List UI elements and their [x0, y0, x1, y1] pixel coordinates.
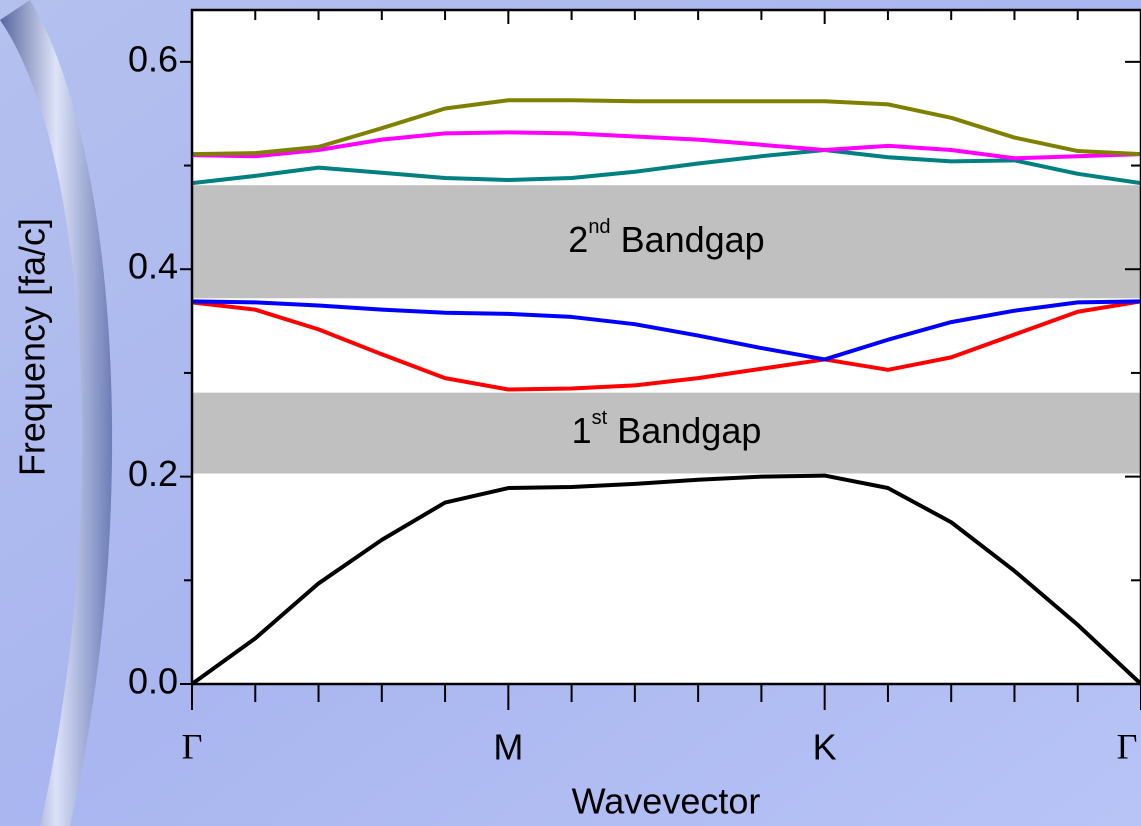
plot-frame — [190, 8, 1141, 686]
bandgap-number: 1 — [572, 410, 592, 451]
band-line — [191, 299, 1141, 362]
bandgap-text: Bandgap — [617, 410, 761, 451]
band-line — [191, 98, 1141, 157]
y-tick-label: 0.6 — [128, 38, 178, 79]
x-tick-label: Γ — [182, 726, 203, 766]
x-tick-label: M — [493, 727, 523, 768]
band-line — [191, 299, 1141, 392]
y-tick-label: 0.2 — [128, 453, 178, 494]
y-axis-title: Frequency [fa/c] — [12, 218, 53, 476]
x-tick-label: K — [813, 727, 837, 768]
band-line — [191, 147, 1141, 186]
y-tick-label: 0.0 — [128, 661, 178, 702]
band-line — [190, 473, 1141, 686]
bandgap-label: 2nd Bandgap — [568, 216, 764, 259]
bandgap — [192, 392, 1141, 474]
decoration — [0, 0, 113, 826]
bandgap-suffix: nd — [588, 216, 610, 238]
bandgap — [192, 185, 1141, 299]
band-line — [191, 130, 1141, 161]
x-tick-label: Γ — [1117, 726, 1138, 766]
bandgap-number: 2 — [568, 218, 588, 259]
plot-area — [192, 10, 1141, 684]
bandgap-suffix: st — [592, 407, 608, 429]
bandgap-text: Bandgap — [621, 218, 765, 259]
x-axis-title: Wavevector — [572, 781, 761, 822]
y-tick-label: 0.4 — [128, 246, 178, 287]
bandgap-label: 1st Bandgap — [572, 407, 762, 450]
